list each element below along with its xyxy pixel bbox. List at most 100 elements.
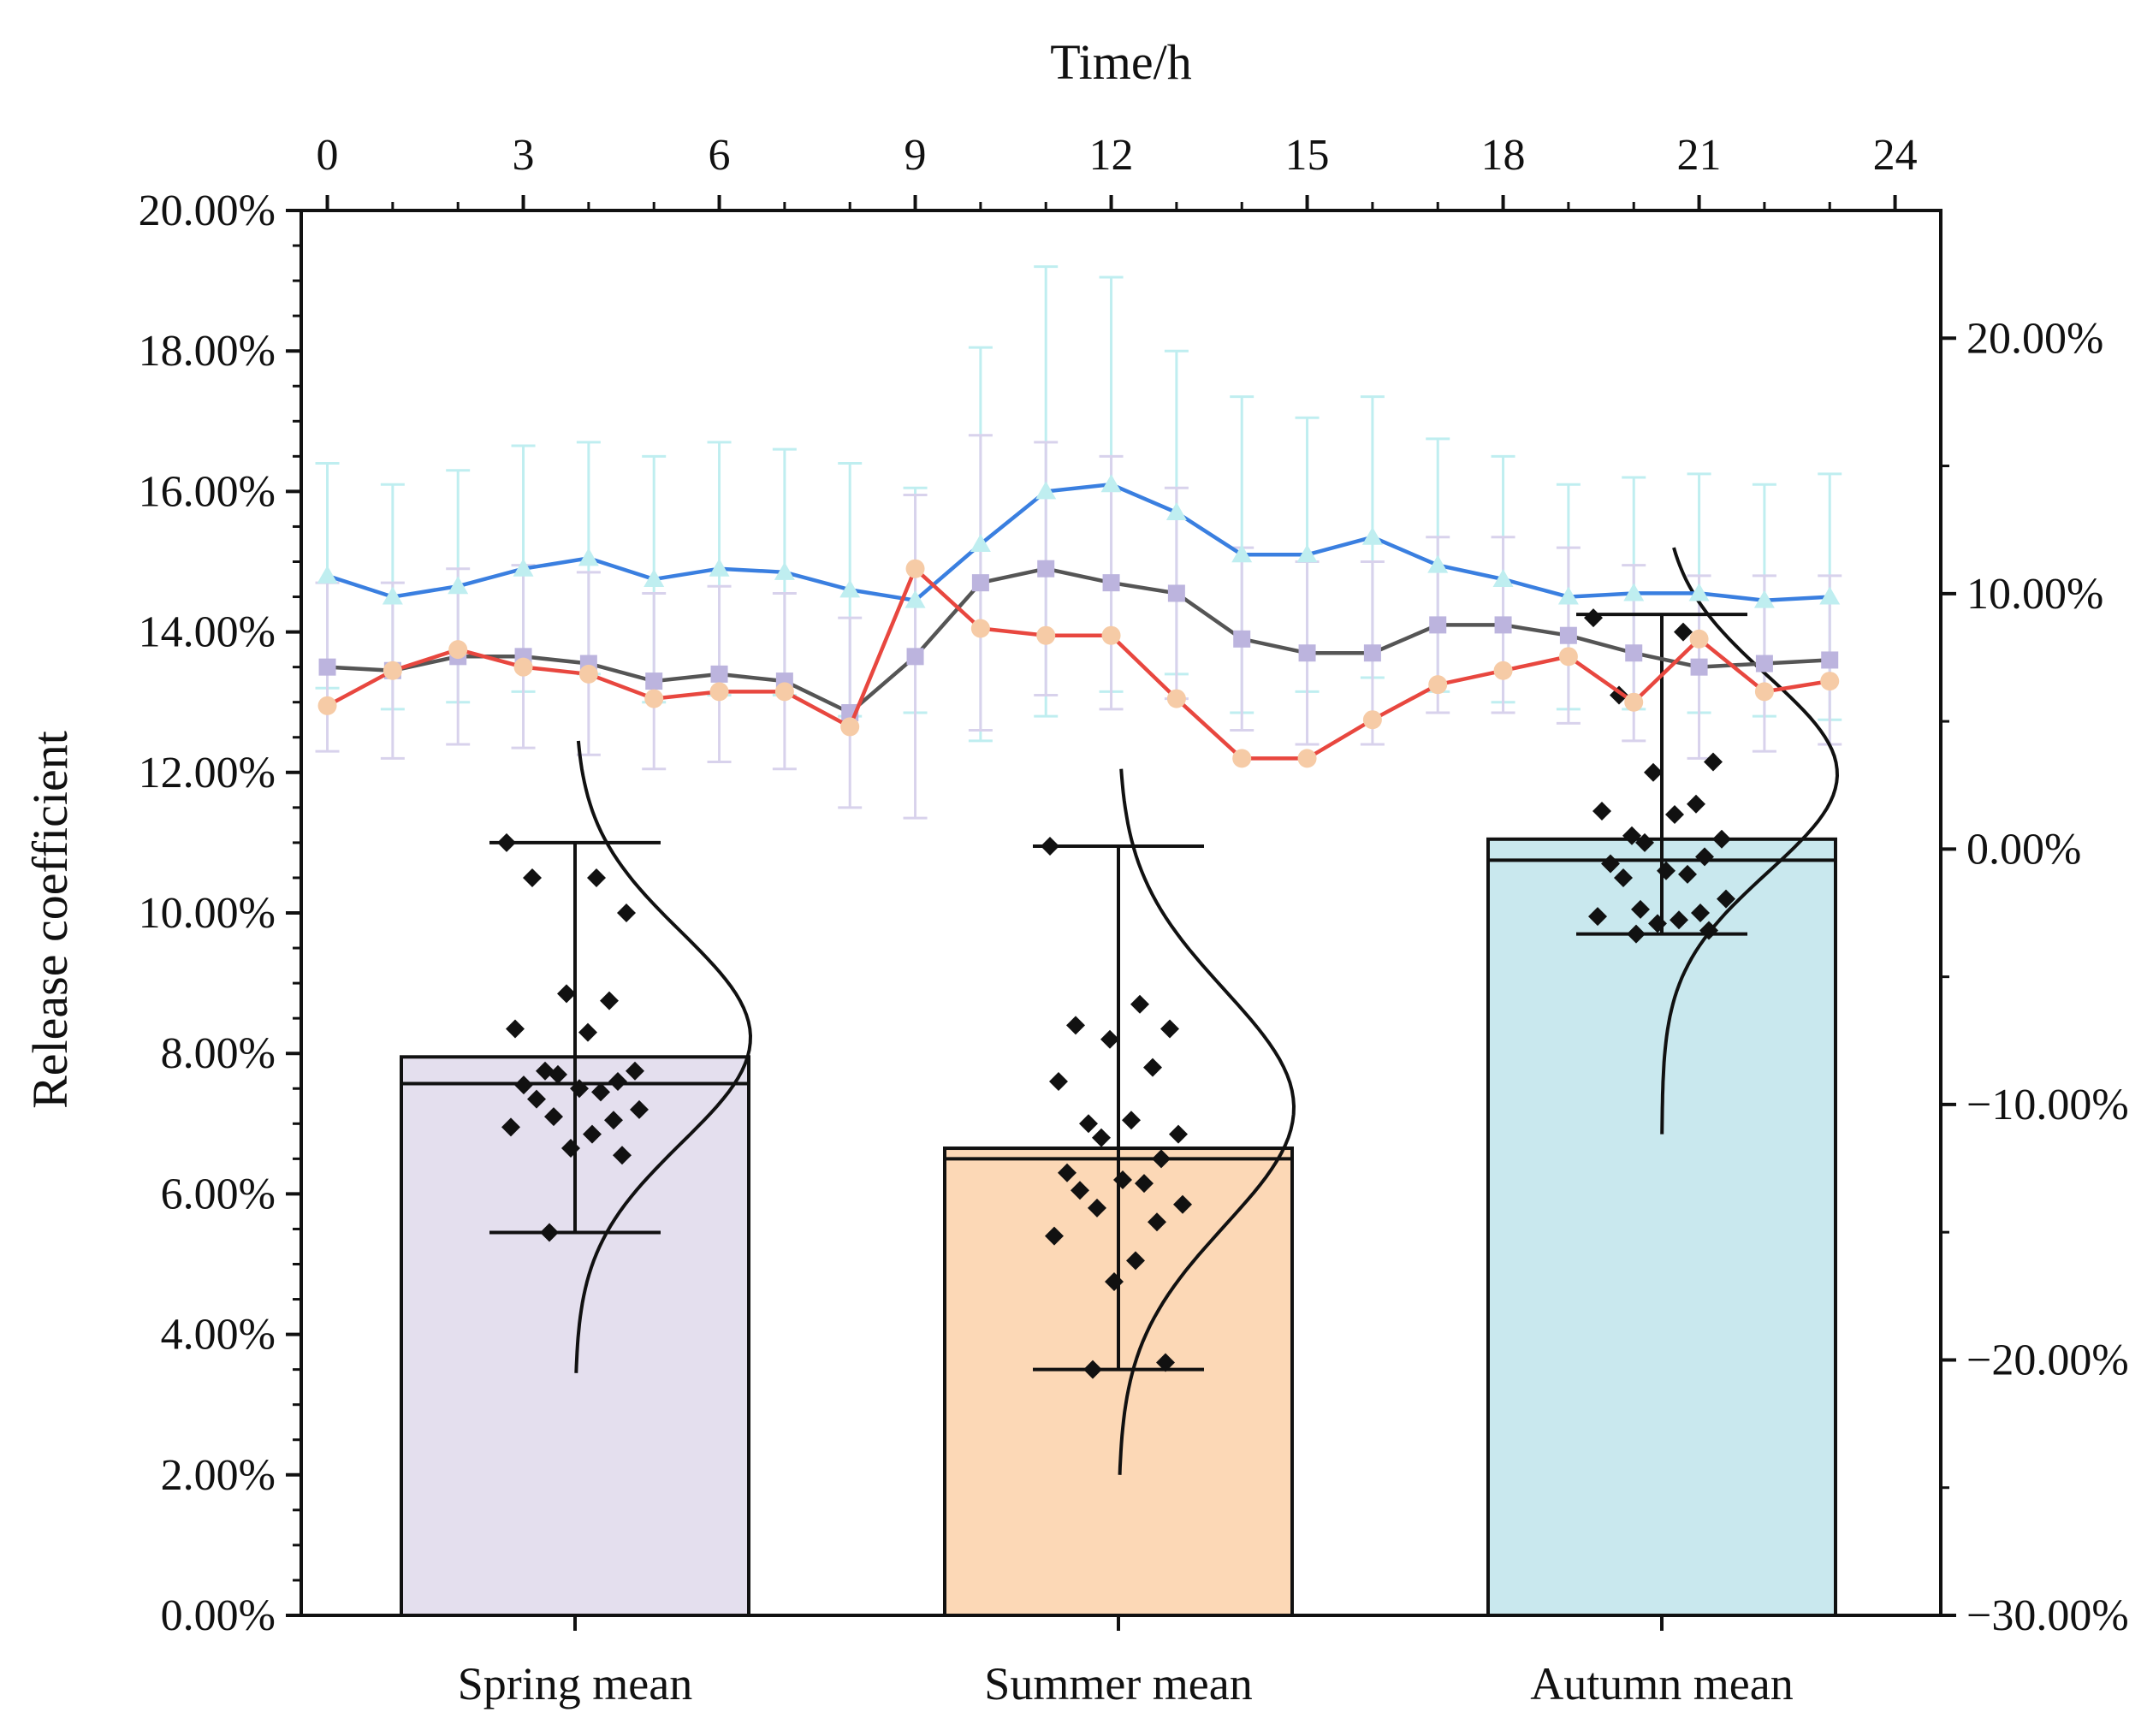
series-marker: [1559, 626, 1577, 644]
data-point: [626, 1061, 644, 1081]
top-tick-label: 0: [317, 131, 339, 180]
left-tick-label: 10.00%: [139, 889, 276, 938]
series-marker: [578, 548, 599, 566]
series-marker: [774, 682, 794, 702]
distribution-curve: [574, 740, 753, 1373]
series-marker: [1100, 474, 1122, 493]
series-marker: [448, 576, 469, 595]
series-marker: [1755, 655, 1773, 672]
series-marker: [1102, 574, 1120, 592]
series-marker: [1363, 644, 1381, 662]
series-marker: [1298, 644, 1316, 662]
right-tick-label: −10.00%: [1966, 1081, 2129, 1129]
right-tick-label: 20.00%: [1966, 314, 2103, 363]
data-point: [1601, 854, 1620, 874]
series-marker: [1165, 502, 1187, 521]
series-marker: [906, 648, 924, 666]
data-point: [497, 832, 516, 852]
left-tick-label: 4.00%: [161, 1311, 276, 1360]
series-marker: [1688, 583, 1710, 601]
data-point: [1041, 837, 1059, 856]
jitter-points: [497, 608, 1735, 1379]
data-point: [587, 868, 606, 887]
series-marker: [1558, 647, 1578, 667]
data-point: [1648, 914, 1667, 933]
series-marker: [1624, 692, 1644, 712]
data-point: [1695, 847, 1714, 867]
data-point: [1045, 1226, 1064, 1246]
series-marker: [317, 696, 337, 715]
data-point: [527, 1089, 546, 1109]
data-point: [1704, 752, 1723, 772]
series-marker: [448, 640, 468, 660]
series-marker: [774, 561, 795, 580]
series-marker: [1297, 749, 1317, 768]
series-marker: [644, 689, 664, 708]
series-marker: [1233, 630, 1251, 648]
series-marker: [1232, 749, 1252, 768]
left-tick-label: 6.00%: [161, 1170, 276, 1218]
data-point: [557, 984, 576, 1004]
data-point: [1156, 1353, 1175, 1372]
series-marker: [1819, 586, 1841, 605]
data-point: [1143, 1058, 1162, 1077]
category-label: Summer mean: [984, 1658, 1252, 1709]
series-line: [326, 565, 1830, 761]
data-point: [1169, 1124, 1188, 1144]
series-marker: [709, 558, 730, 577]
hourly-series-lines: [317, 474, 1841, 768]
top-tick-label: 9: [904, 131, 927, 180]
right-tick-label: 10.00%: [1966, 570, 2103, 619]
data-point: [570, 1079, 589, 1099]
category-label: Autumn mean: [1530, 1658, 1793, 1709]
data-point: [1173, 1194, 1192, 1214]
data-point: [600, 991, 619, 1010]
series-marker: [1296, 544, 1318, 563]
series-marker: [970, 619, 990, 638]
data-point: [578, 1022, 597, 1042]
data-point: [540, 1223, 559, 1242]
data-point: [1584, 608, 1603, 628]
series-marker: [710, 665, 728, 683]
data-point: [1665, 805, 1684, 825]
series-marker: [513, 558, 534, 577]
left-tick-label: 20.00%: [139, 187, 276, 235]
data-point: [1614, 868, 1633, 887]
left-tick-label: 8.00%: [161, 1029, 276, 1078]
data-point: [1092, 1128, 1111, 1147]
data-point: [1152, 1149, 1171, 1169]
series-marker: [1821, 651, 1839, 669]
series-marker: [709, 682, 729, 702]
data-point: [523, 868, 542, 887]
data-point: [1105, 1272, 1124, 1292]
series-marker: [578, 664, 598, 684]
series-marker: [1492, 569, 1514, 588]
top-tick-label: 3: [513, 131, 535, 180]
series-marker: [513, 657, 533, 677]
data-point: [501, 1117, 520, 1137]
data-point: [1674, 622, 1693, 642]
category-label: Spring mean: [458, 1658, 692, 1709]
data-point: [1657, 861, 1676, 880]
bar: [1486, 837, 1837, 1617]
data-point: [1148, 1212, 1166, 1232]
series-marker: [317, 565, 338, 584]
data-point: [1588, 907, 1607, 927]
series-marker: [839, 579, 861, 598]
data-point: [1130, 994, 1149, 1014]
series-marker: [970, 533, 991, 552]
series-marker: [1427, 554, 1449, 573]
series-marker: [318, 658, 336, 676]
left-tick-label: 14.00%: [139, 608, 276, 657]
data-point: [1049, 1072, 1068, 1092]
left-tick-label: 18.00%: [139, 327, 276, 376]
data-point: [549, 1064, 567, 1084]
data-point: [1160, 1019, 1179, 1039]
data-point: [1717, 889, 1735, 909]
data-point: [604, 1111, 623, 1130]
left-tick-label: 12.00%: [139, 749, 276, 797]
series-marker: [383, 661, 402, 680]
data-point: [608, 1072, 627, 1092]
series-line: [326, 482, 1830, 603]
series-marker: [1429, 616, 1447, 634]
